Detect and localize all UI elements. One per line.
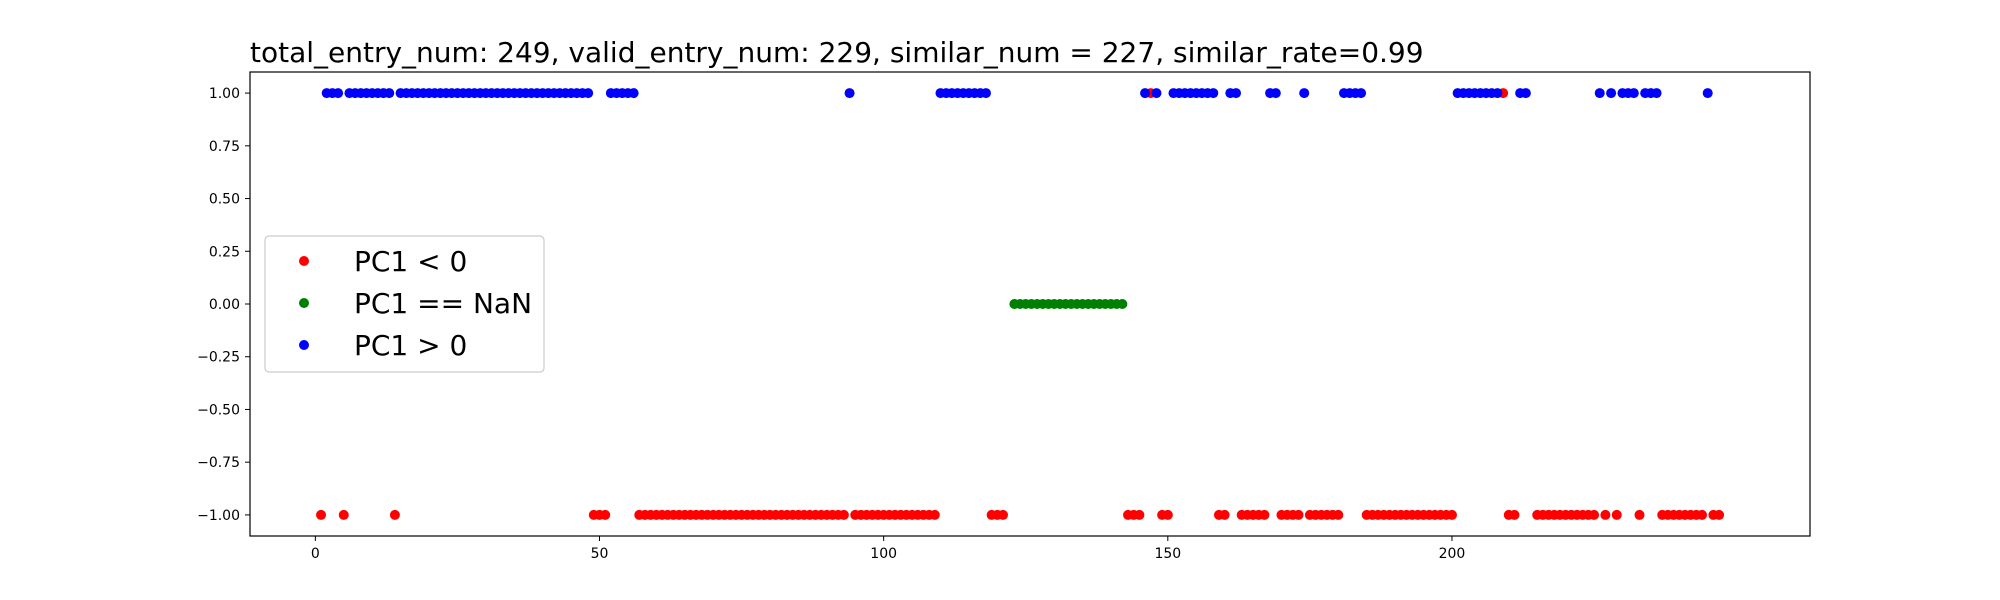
legend-box — [264, 235, 545, 373]
data-point — [1333, 509, 1344, 520]
data-point — [1492, 88, 1503, 99]
data-point — [1702, 88, 1713, 99]
x-tick-label: 50 — [591, 546, 609, 562]
data-point — [1162, 509, 1173, 520]
x-tick-label: 150 — [1154, 546, 1181, 562]
legend-marker-pc1-nan — [299, 298, 309, 308]
data-point — [583, 88, 594, 99]
y-tick-label: −1.00 — [197, 508, 240, 524]
y-tick-label: 0.50 — [209, 192, 240, 208]
legend-marker-pc1-gt-0 — [299, 340, 309, 350]
y-tick-label: 0.75 — [209, 139, 240, 155]
data-point — [384, 88, 395, 99]
data-point — [980, 88, 991, 99]
data-point — [338, 509, 349, 520]
legend-label-pc1-nan: PC1 == NaN — [354, 287, 532, 320]
data-points — [316, 88, 1725, 520]
x-tick-label: 0 — [311, 546, 320, 562]
data-point — [1270, 88, 1281, 99]
data-point — [1600, 509, 1611, 520]
data-point — [838, 509, 849, 520]
legend: PC1 < 0 PC1 == NaN PC1 > 0 — [264, 235, 545, 373]
data-point — [1259, 509, 1270, 520]
data-point — [1611, 509, 1622, 520]
data-point — [1520, 88, 1531, 99]
legend-label-pc1-lt-0: PC1 < 0 — [354, 245, 467, 278]
data-point — [998, 509, 1009, 520]
data-point — [1446, 509, 1457, 520]
data-point — [1628, 88, 1639, 99]
data-point — [600, 509, 611, 520]
y-tick-label: 1.00 — [209, 86, 240, 102]
series-2 — [321, 88, 1713, 99]
data-point — [389, 509, 400, 520]
plot-frame — [249, 71, 1811, 537]
series-0 — [316, 88, 1725, 520]
chart-title: total_entry_num: 249, valid_entry_num: 2… — [250, 36, 1424, 69]
data-point — [1589, 509, 1600, 520]
data-point — [316, 509, 327, 520]
y-tick-label: 0.00 — [209, 297, 240, 313]
data-point — [1140, 88, 1151, 99]
data-point — [1117, 299, 1128, 309]
data-point — [1151, 88, 1162, 99]
data-point — [1356, 88, 1367, 99]
data-point — [844, 88, 855, 99]
legend-label-pc1-gt-0: PC1 > 0 — [354, 329, 467, 362]
data-point — [1714, 509, 1725, 520]
legend-marker-pc1-lt-0 — [299, 256, 309, 266]
y-tick-label: −0.50 — [197, 402, 240, 418]
y-tick-label: −0.75 — [197, 455, 240, 471]
y-tick-label: −0.25 — [197, 350, 240, 366]
data-point — [333, 88, 344, 99]
data-point — [1231, 88, 1242, 99]
data-point — [1208, 88, 1219, 99]
data-point — [1697, 509, 1708, 520]
data-point — [1293, 509, 1304, 520]
data-point — [1634, 509, 1645, 520]
data-point — [1651, 88, 1662, 99]
series-1 — [1009, 299, 1128, 309]
y-tick-label: 0.25 — [209, 244, 240, 260]
data-point — [1299, 88, 1310, 99]
data-point — [1219, 509, 1230, 520]
data-point — [1509, 509, 1520, 520]
data-point — [1134, 509, 1145, 520]
x-tick-label: 200 — [1439, 546, 1466, 562]
data-point — [1606, 88, 1617, 99]
data-point — [628, 88, 639, 99]
x-tick-label: 100 — [870, 546, 897, 562]
data-point — [929, 509, 940, 520]
data-point — [1594, 88, 1605, 99]
axis-ticks: 0 50 100 150 200 1.00 0.75 0.50 0.25 0.00 −0.25 −0.… — [197, 86, 1465, 562]
